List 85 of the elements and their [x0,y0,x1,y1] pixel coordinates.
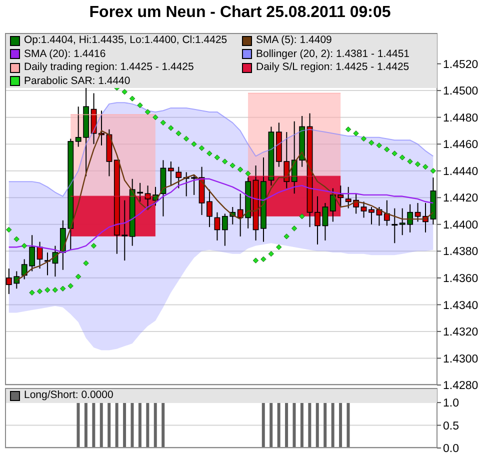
point [176,130,182,136]
y-tick-label: 1.4420 [443,192,478,205]
point [60,286,66,292]
legend-label: SMA (20): 1.4416 [24,48,106,61]
point [129,96,136,102]
point [206,150,212,156]
point [407,158,413,164]
y-tick-label: 1.4300 [443,353,478,366]
y-tick-label: 1.4520 [443,58,478,71]
point [160,120,166,126]
chart-title: Forex um Neun - Chart 25.08.2011 09:05 [88,4,392,22]
candlestick [214,212,220,241]
point [152,114,158,120]
point [245,170,251,176]
y-tick-label: 0.0 [443,443,459,456]
point [214,154,220,160]
candlestick [314,196,320,245]
legend-label: Parabolic SAR: 1.4440 [24,74,130,88]
legend-label: Daily S/L region: 1.4425 - 1.4425 [256,61,410,74]
point [392,150,398,156]
point [183,136,190,142]
point [291,226,298,232]
y-tick-label: 1.4500 [443,86,478,98]
y-tick-label: 1.4360 [443,273,478,286]
y-tick-label: 1.4400 [443,219,478,232]
candlestick [206,189,212,228]
candlestick [368,206,374,225]
point [222,158,228,164]
point [414,161,421,168]
point [14,236,20,242]
point [29,290,35,296]
point [422,164,428,170]
candlestick [414,202,421,222]
point [191,141,197,147]
point [237,166,244,172]
legend-label: SMA (5): 1.4409 [256,34,332,48]
point [345,126,352,132]
line-series [8,102,434,197]
point [430,168,436,174]
point [399,154,406,160]
point [353,130,359,136]
point [6,226,12,233]
y-tick-label: 1.4320 [443,326,478,339]
point [299,214,305,220]
point [36,288,43,294]
point [276,244,282,250]
point [168,125,174,131]
point [122,89,128,95]
point [75,274,82,280]
y-tick-label: 1.4480 [443,112,478,124]
candlestick [168,160,174,186]
legend-label: Long/Short: 0.0000 [24,389,114,402]
candlestick [384,200,390,226]
point [384,146,390,152]
point [230,162,236,168]
y-tick-label: 1.4460 [443,139,478,152]
point [144,109,151,115]
point [90,242,97,249]
point [284,234,290,240]
legend-label: Op:1.4404, Hi:1.4435, Lo:1.4400, Cl:1.4425 [24,34,228,48]
candlestick [392,208,398,244]
point [68,283,74,289]
point [44,287,50,293]
point [268,250,274,257]
candlestick [360,201,367,218]
candlestick [176,166,182,189]
y-tick-label: 1.4380 [443,246,478,258]
legend-label: Daily trading region: 1.4425 - 1.4425 [24,61,194,74]
candlestick [322,202,328,241]
point [21,242,28,249]
y-tick-label: 1.4440 [443,166,478,178]
point [137,102,143,108]
point [198,145,205,151]
point [376,142,382,148]
point [52,287,58,293]
point [83,260,89,266]
point [360,136,367,142]
point [252,258,259,264]
point [368,140,374,146]
legend-label: Bollinger (20, 2): 1.4381 - 1.4451 [256,48,410,61]
point [260,256,266,262]
y-tick-label: 1.4280 [443,380,478,392]
y-tick-label: 1.0 [443,398,459,410]
y-tick-label: 1.4340 [443,300,478,312]
y-tick-label: 0.5 [443,420,459,432]
